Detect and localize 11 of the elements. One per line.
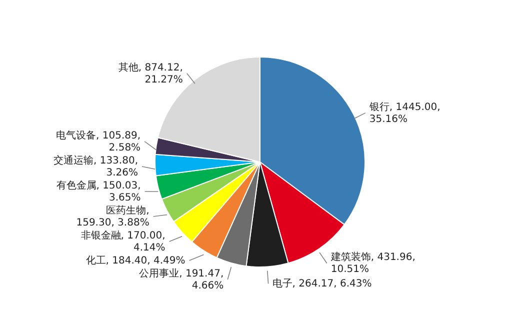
slice-label: 有色金属, 150.03, 3.65% <box>56 179 141 204</box>
slice-label: 其他, 874.12, 21.27% <box>118 61 183 86</box>
slice-label: 交通运输, 133.80, 3.26% <box>53 154 138 178</box>
slice-label: 医药生物, 159.30, 3.88% <box>76 204 150 228</box>
slice-label: 银行, 1445.00, 35.16% <box>368 102 440 125</box>
slice-label: 电气设备, 105.89, 2.58% <box>56 129 141 154</box>
slice-label: 化工, 184.40, 4.49% <box>86 254 186 266</box>
slice-label: 公用事业, 191.47, 4.66% <box>139 267 224 292</box>
slice-label: 建筑装饰, 431.96, 10.51% <box>330 251 416 276</box>
slice-label: 非银金融, 170.00, 4.14% <box>80 229 166 254</box>
slice-label: 电子, 264.17, 6.43% <box>272 278 372 290</box>
